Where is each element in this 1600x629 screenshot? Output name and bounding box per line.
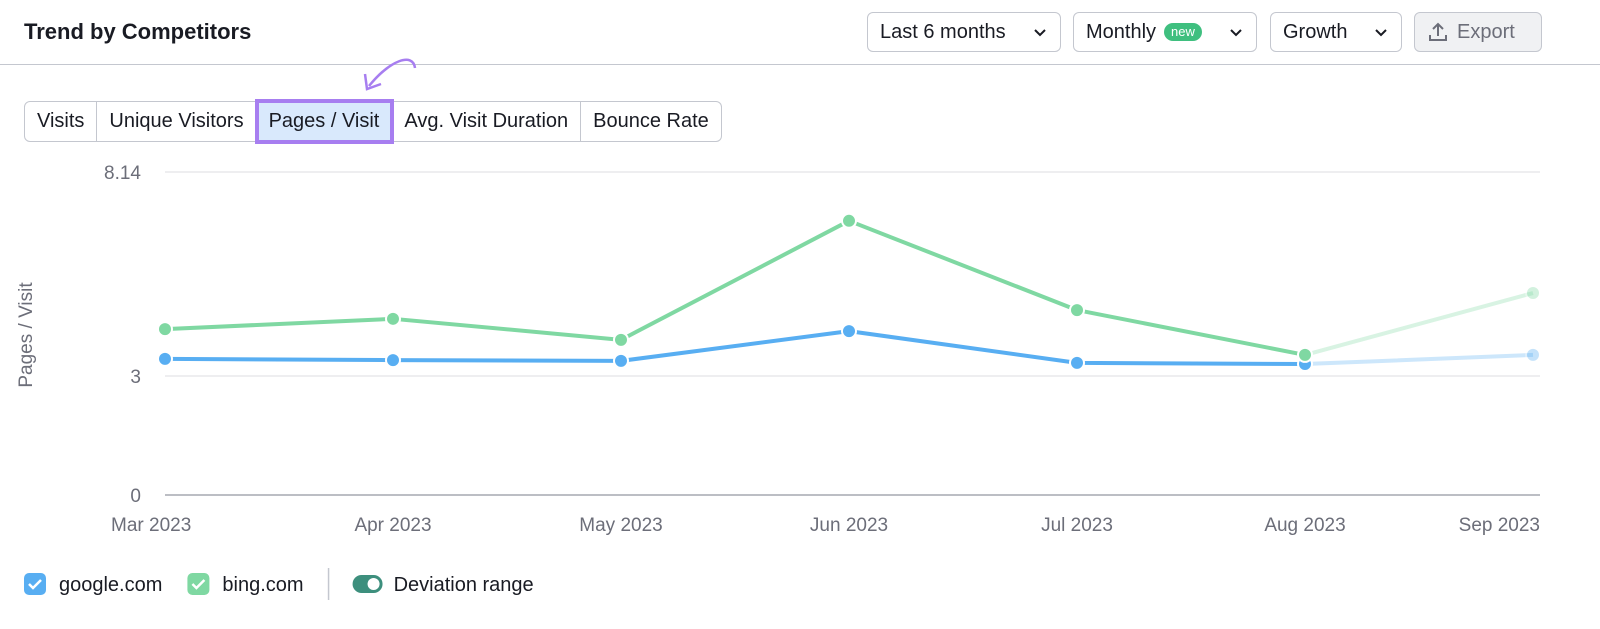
data-point (1297, 346, 1313, 363)
legend-label: bing.com (222, 574, 303, 596)
toggle-knob (367, 578, 380, 590)
x-tick-label: Mar 2023 (111, 515, 191, 536)
legend-checkbox (24, 573, 46, 595)
data-point (841, 212, 857, 229)
header-title: Trend by Competitors (24, 19, 252, 44)
header-divider (0, 64, 1600, 65)
metric-tab[interactable]: Unique Visitors (97, 101, 257, 142)
dropdown-label: Monthly (1086, 20, 1157, 43)
data-point (157, 350, 173, 367)
metric-tab[interactable]: Bounce Rate (581, 101, 722, 142)
x-tick-label: Aug 2023 (1264, 515, 1345, 536)
x-tick-label: Apr 2023 (354, 515, 431, 536)
y-tick-label: 0 (130, 486, 141, 507)
metric-tabs: Visits Unique Visitors Pages / Visit Avg. V… (24, 99, 722, 144)
x-tick-label: May 2023 (579, 515, 662, 536)
chevron (1034, 29, 1046, 37)
dropdown-label: Last 6 months (880, 20, 1006, 43)
y-tick-label: 8.14 (104, 163, 141, 184)
data-point (1069, 354, 1085, 371)
pointer-arrow (363, 58, 417, 91)
data-point (613, 331, 629, 348)
export-label: Export (1457, 20, 1515, 43)
data-point (841, 323, 857, 340)
data-point (1069, 302, 1085, 319)
metric-dropdown[interactable]: Growth (1270, 12, 1402, 52)
data-point (385, 310, 401, 327)
data-point (1525, 285, 1541, 302)
legend-label: google.com (59, 574, 162, 596)
granularity-dropdown[interactable]: Monthly new (1073, 12, 1257, 52)
chevron (1230, 29, 1242, 37)
metric-tab[interactable]: Visits (24, 101, 98, 142)
export-icon (1429, 22, 1447, 41)
legend-check (28, 579, 42, 590)
y-axis-label: Pages / Visit (16, 282, 37, 388)
metric-tab[interactable]: Avg. Visit Duration (392, 101, 582, 142)
data-point (157, 321, 173, 338)
toggle-label: Deviation range (394, 574, 534, 596)
x-tick-label: Jul 2023 (1041, 515, 1113, 536)
x-tick-label: Sep 2023 (1459, 515, 1540, 536)
data-point (1525, 346, 1541, 363)
dropdown-label: Growth (1283, 20, 1348, 43)
data-point (613, 352, 629, 369)
period-dropdown[interactable]: Last 6 months (867, 12, 1061, 52)
x-tick-label: Jun 2023 (810, 515, 888, 536)
legend-check (191, 579, 206, 590)
export-button[interactable]: Export (1414, 12, 1542, 52)
new-badge: new (1164, 23, 1202, 41)
metric-tab[interactable]: Pages / Visit (254, 99, 395, 144)
chevron (1375, 29, 1387, 37)
data-point (385, 352, 401, 369)
legend-checkbox (187, 573, 210, 595)
y-tick-label: 3 (130, 367, 141, 388)
